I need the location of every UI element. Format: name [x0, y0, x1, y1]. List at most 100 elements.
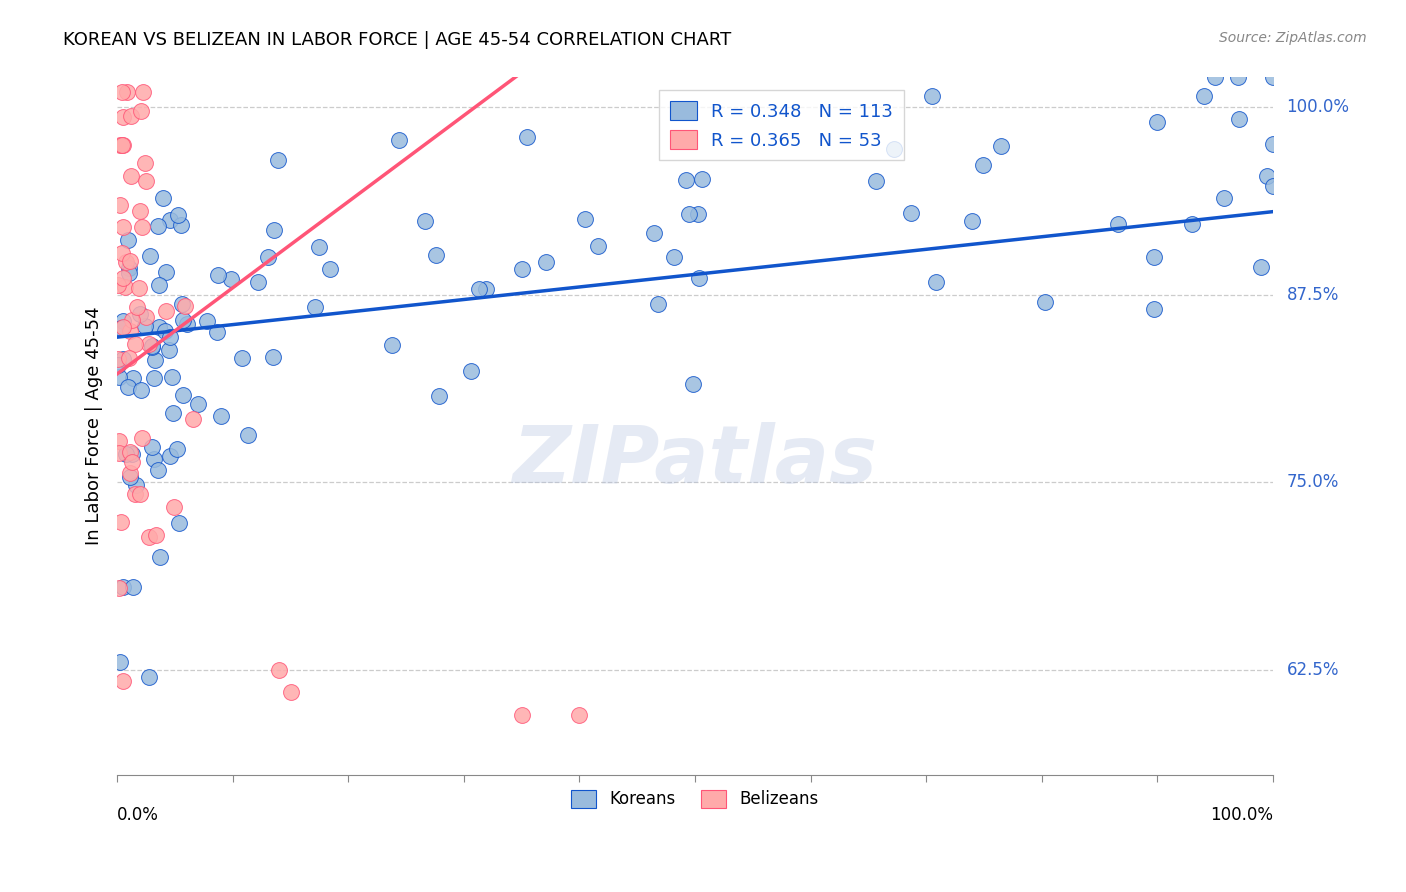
Point: [568, 707, 591, 722]
Point: [115, 447, 138, 461]
Point: [1261, 70, 1284, 85]
Point: [143, 451, 166, 466]
Point: [574, 211, 596, 226]
Point: [108, 581, 131, 595]
Point: [1212, 190, 1234, 204]
Point: [246, 275, 269, 289]
Point: [468, 282, 491, 296]
Text: ZIPatlas: ZIPatlas: [512, 422, 877, 500]
Point: [425, 248, 447, 262]
Point: [675, 173, 697, 187]
Point: [662, 250, 685, 264]
Point: [990, 139, 1012, 153]
Point: [647, 297, 669, 311]
Point: [319, 262, 342, 277]
Point: [107, 277, 129, 292]
Point: [1261, 137, 1284, 152]
Point: [865, 174, 887, 188]
Point: [129, 307, 152, 321]
Point: [148, 278, 170, 293]
Point: [120, 110, 142, 124]
Point: [1107, 217, 1129, 231]
Point: [118, 351, 141, 365]
Point: [257, 251, 280, 265]
Point: [219, 272, 242, 286]
Point: [267, 663, 290, 677]
Point: [118, 254, 141, 268]
Point: [155, 265, 177, 279]
Point: [308, 240, 330, 254]
Point: [1035, 295, 1057, 310]
Point: [160, 369, 183, 384]
Point: [145, 528, 167, 542]
Point: [921, 88, 943, 103]
Point: [586, 239, 609, 253]
Point: [121, 313, 143, 327]
Point: [131, 431, 153, 445]
Point: [124, 337, 146, 351]
Point: [111, 137, 134, 152]
Point: [122, 580, 145, 594]
Point: [121, 455, 143, 469]
Text: 62.5%: 62.5%: [1286, 661, 1339, 679]
Point: [187, 397, 209, 411]
Point: [131, 220, 153, 235]
Point: [132, 86, 155, 100]
Point: [141, 340, 163, 354]
Point: [678, 207, 700, 221]
Point: [183, 411, 205, 425]
Point: [112, 673, 135, 688]
Point: [304, 300, 326, 314]
Point: [108, 446, 131, 460]
Point: [1143, 301, 1166, 316]
Point: [207, 325, 229, 339]
Point: [209, 409, 232, 423]
Point: [682, 376, 704, 391]
Point: [108, 370, 131, 384]
Point: [176, 317, 198, 331]
Point: [460, 364, 482, 378]
Point: [112, 352, 135, 367]
Point: [111, 245, 134, 260]
Point: [900, 206, 922, 220]
Point: [148, 463, 170, 477]
Point: [238, 428, 260, 442]
Point: [516, 129, 538, 144]
Point: [120, 466, 142, 480]
Point: [883, 142, 905, 156]
Point: [129, 383, 152, 397]
Point: [510, 707, 533, 722]
Point: [159, 330, 181, 344]
Point: [207, 268, 229, 282]
Point: [139, 249, 162, 263]
Legend: Koreans, Belizeans: Koreans, Belizeans: [565, 783, 825, 815]
Point: [120, 169, 142, 183]
Point: [138, 670, 160, 684]
Point: [166, 208, 188, 222]
Point: [135, 310, 157, 324]
Point: [127, 300, 149, 314]
Point: [110, 515, 132, 529]
Point: [688, 206, 710, 220]
Text: 100.0%: 100.0%: [1286, 98, 1350, 117]
Point: [141, 338, 163, 352]
Point: [1192, 88, 1215, 103]
Point: [172, 297, 194, 311]
Point: [110, 320, 132, 334]
Y-axis label: In Labor Force | Age 45-54: In Labor Force | Age 45-54: [86, 307, 103, 545]
Point: [107, 358, 129, 372]
Point: [157, 343, 180, 357]
Point: [155, 303, 177, 318]
Point: [174, 299, 197, 313]
Point: [129, 486, 152, 500]
Text: 100.0%: 100.0%: [1209, 806, 1272, 824]
Point: [118, 265, 141, 279]
Point: [427, 389, 450, 403]
Point: [108, 197, 131, 211]
Point: [1146, 115, 1168, 129]
Text: 75.0%: 75.0%: [1286, 474, 1339, 491]
Point: [134, 174, 156, 188]
Point: [167, 516, 190, 530]
Point: [262, 350, 284, 364]
Point: [381, 338, 404, 352]
